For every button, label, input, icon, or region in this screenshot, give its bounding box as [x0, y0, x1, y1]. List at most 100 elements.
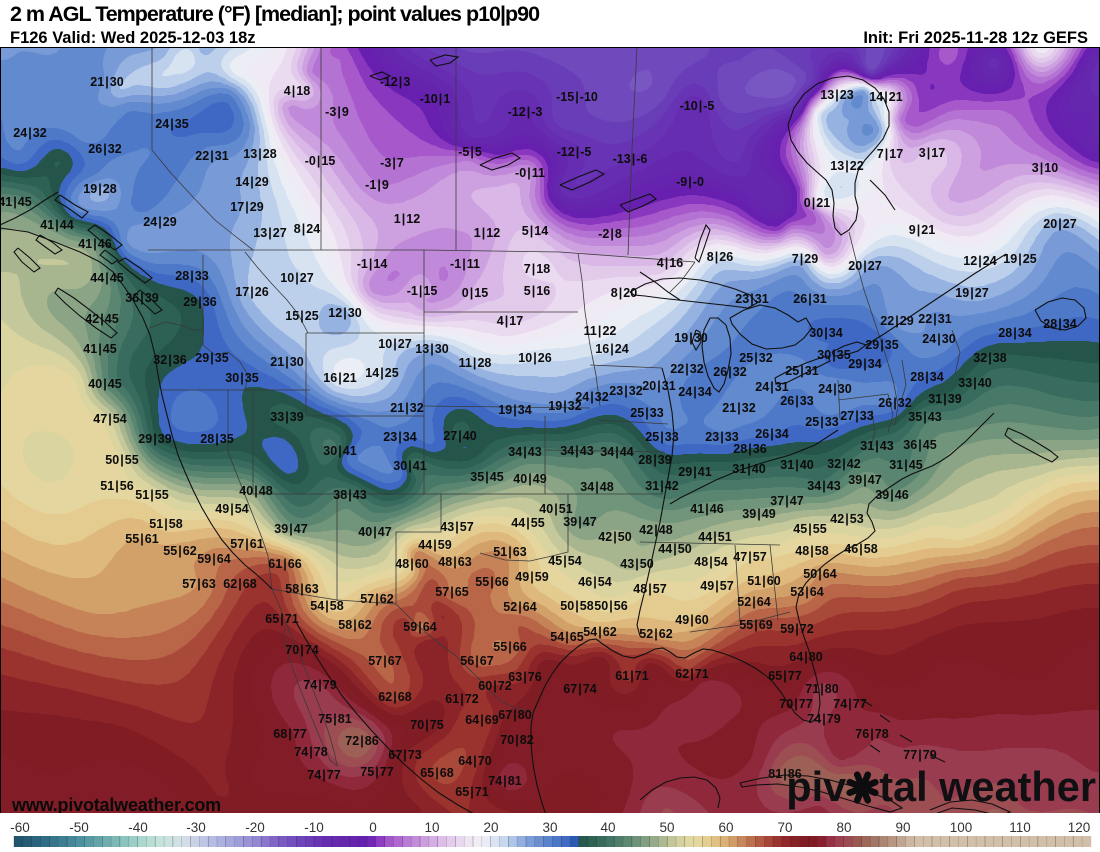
svg-text:-10 | 1: -10 | 1	[420, 92, 451, 106]
svg-text:24 | 32: 24 | 32	[575, 390, 608, 404]
svg-text:19 | 34: 19 | 34	[498, 403, 531, 417]
svg-text:77 | 79: 77 | 79	[903, 748, 936, 762]
svg-text:55 | 66: 55 | 66	[475, 575, 508, 589]
svg-text:29 | 34: 29 | 34	[848, 357, 881, 371]
svg-text:53 | 64: 53 | 64	[790, 585, 823, 599]
svg-text:59 | 72: 59 | 72	[780, 622, 813, 636]
svg-text:44 | 59: 44 | 59	[418, 538, 451, 552]
svg-text:68 | 77: 68 | 77	[273, 727, 306, 741]
svg-text:24 | 35: 24 | 35	[155, 117, 188, 131]
svg-text:35 | 45: 35 | 45	[470, 470, 503, 484]
svg-text:-12 | -5: -12 | -5	[557, 145, 592, 159]
svg-text:14 | 21: 14 | 21	[869, 90, 902, 104]
svg-text:54 | 65: 54 | 65	[550, 630, 583, 644]
svg-text:5 | 16: 5 | 16	[524, 284, 550, 298]
svg-text:25 | 33: 25 | 33	[630, 406, 663, 420]
svg-text:7 | 29: 7 | 29	[792, 252, 818, 266]
svg-text:52 | 64: 52 | 64	[503, 600, 536, 614]
svg-text:38 | 43: 38 | 43	[333, 488, 366, 502]
svg-text:8 | 24: 8 | 24	[294, 222, 320, 236]
svg-text:39 | 49: 39 | 49	[742, 507, 775, 521]
svg-text:25 | 33: 25 | 33	[805, 415, 838, 429]
svg-text:0 | 15: 0 | 15	[462, 286, 488, 300]
svg-text:8 | 20: 8 | 20	[611, 286, 637, 300]
svg-text:-10 | -5: -10 | -5	[680, 99, 715, 113]
svg-text:74 | 79: 74 | 79	[807, 712, 840, 726]
svg-text:50 | 56: 50 | 56	[594, 599, 627, 613]
svg-text:3 | 17: 3 | 17	[919, 146, 945, 160]
svg-text:4 | 16: 4 | 16	[657, 256, 683, 270]
svg-text:30 | 41: 30 | 41	[323, 444, 356, 458]
svg-text:20 | 31: 20 | 31	[642, 379, 675, 393]
svg-text:-50: -50	[69, 820, 89, 835]
svg-text:4 | 18: 4 | 18	[284, 84, 310, 98]
svg-text:29 | 35: 29 | 35	[865, 338, 898, 352]
svg-text:24 | 30: 24 | 30	[922, 332, 955, 346]
svg-text:54 | 58: 54 | 58	[310, 599, 343, 613]
svg-text:-15 | -10: -15 | -10	[556, 90, 598, 104]
svg-text:5 | 14: 5 | 14	[522, 224, 548, 238]
svg-text:8 | 26: 8 | 26	[707, 250, 733, 264]
svg-text:-1 | 9: -1 | 9	[365, 178, 389, 192]
svg-text:51 | 55: 51 | 55	[135, 488, 168, 502]
svg-text:26 | 32: 26 | 32	[88, 142, 121, 156]
svg-text:32 | 36: 32 | 36	[153, 353, 186, 367]
svg-text:24 | 29: 24 | 29	[143, 215, 176, 229]
svg-text:61 | 72: 61 | 72	[445, 692, 478, 706]
svg-text:32 | 42: 32 | 42	[827, 457, 860, 471]
svg-text:70 | 74: 70 | 74	[285, 643, 318, 657]
svg-text:23 | 34: 23 | 34	[383, 430, 416, 444]
svg-text:51 | 56: 51 | 56	[100, 479, 133, 493]
svg-text:49 | 54: 49 | 54	[215, 502, 248, 516]
svg-text:22 | 31: 22 | 31	[918, 312, 951, 326]
svg-text:44 | 51: 44 | 51	[698, 530, 731, 544]
svg-text:0: 0	[369, 820, 377, 835]
svg-text:65 | 68: 65 | 68	[420, 766, 453, 780]
svg-text:34 | 48: 34 | 48	[580, 480, 613, 494]
svg-text:74 | 81: 74 | 81	[488, 774, 521, 788]
svg-text:13 | 30: 13 | 30	[415, 342, 448, 356]
svg-text:42 | 53: 42 | 53	[830, 512, 863, 526]
svg-text:61 | 71: 61 | 71	[615, 669, 648, 683]
svg-text:65 | 77: 65 | 77	[768, 669, 801, 683]
svg-text:75 | 77: 75 | 77	[360, 765, 393, 779]
svg-text:45 | 55: 45 | 55	[793, 522, 826, 536]
svg-text:-60: -60	[10, 820, 30, 835]
svg-text:49 | 60: 49 | 60	[675, 613, 708, 627]
svg-text:41 | 44: 41 | 44	[40, 218, 73, 232]
svg-text:59 | 64: 59 | 64	[197, 552, 230, 566]
svg-text:57 | 65: 57 | 65	[435, 585, 468, 599]
svg-text:34 | 43: 34 | 43	[560, 444, 593, 458]
svg-text:37 | 47: 37 | 47	[770, 494, 803, 508]
svg-text:15 | 25: 15 | 25	[285, 309, 318, 323]
svg-text:34 | 43: 34 | 43	[508, 445, 541, 459]
svg-text:22 | 31: 22 | 31	[195, 149, 228, 163]
svg-text:31 | 42: 31 | 42	[645, 479, 678, 493]
svg-text:40: 40	[600, 820, 615, 835]
svg-text:67 | 74: 67 | 74	[563, 682, 596, 696]
svg-text:-3 | 9: -3 | 9	[325, 105, 349, 119]
svg-text:50 | 64: 50 | 64	[803, 567, 836, 581]
svg-text:31 | 40: 31 | 40	[732, 462, 765, 476]
svg-text:26 | 32: 26 | 32	[713, 365, 746, 379]
svg-text:10 | 27: 10 | 27	[378, 337, 411, 351]
svg-text:30 | 41: 30 | 41	[393, 459, 426, 473]
svg-text:-12 | 3: -12 | 3	[380, 75, 411, 89]
svg-text:30 | 35: 30 | 35	[817, 348, 850, 362]
svg-text:-5 | 5: -5 | 5	[458, 145, 482, 159]
svg-text:24 | 31: 24 | 31	[755, 380, 788, 394]
svg-text:11 | 28: 11 | 28	[459, 356, 492, 370]
svg-text:39 | 47: 39 | 47	[563, 515, 596, 529]
svg-text:40 | 49: 40 | 49	[513, 472, 546, 486]
svg-text:52 | 62: 52 | 62	[639, 627, 672, 641]
svg-text:13 | 23: 13 | 23	[820, 88, 853, 102]
svg-text:26 | 31: 26 | 31	[793, 292, 826, 306]
svg-text:90: 90	[895, 820, 910, 835]
svg-text:28 | 35: 28 | 35	[200, 432, 233, 446]
svg-text:30 | 35: 30 | 35	[225, 371, 258, 385]
svg-text:55 | 61: 55 | 61	[125, 532, 158, 546]
svg-text:7 | 17: 7 | 17	[877, 147, 903, 161]
svg-text:-2 | 8: -2 | 8	[598, 227, 622, 241]
svg-text:51 | 60: 51 | 60	[747, 574, 780, 588]
svg-text:40 | 45: 40 | 45	[88, 377, 121, 391]
